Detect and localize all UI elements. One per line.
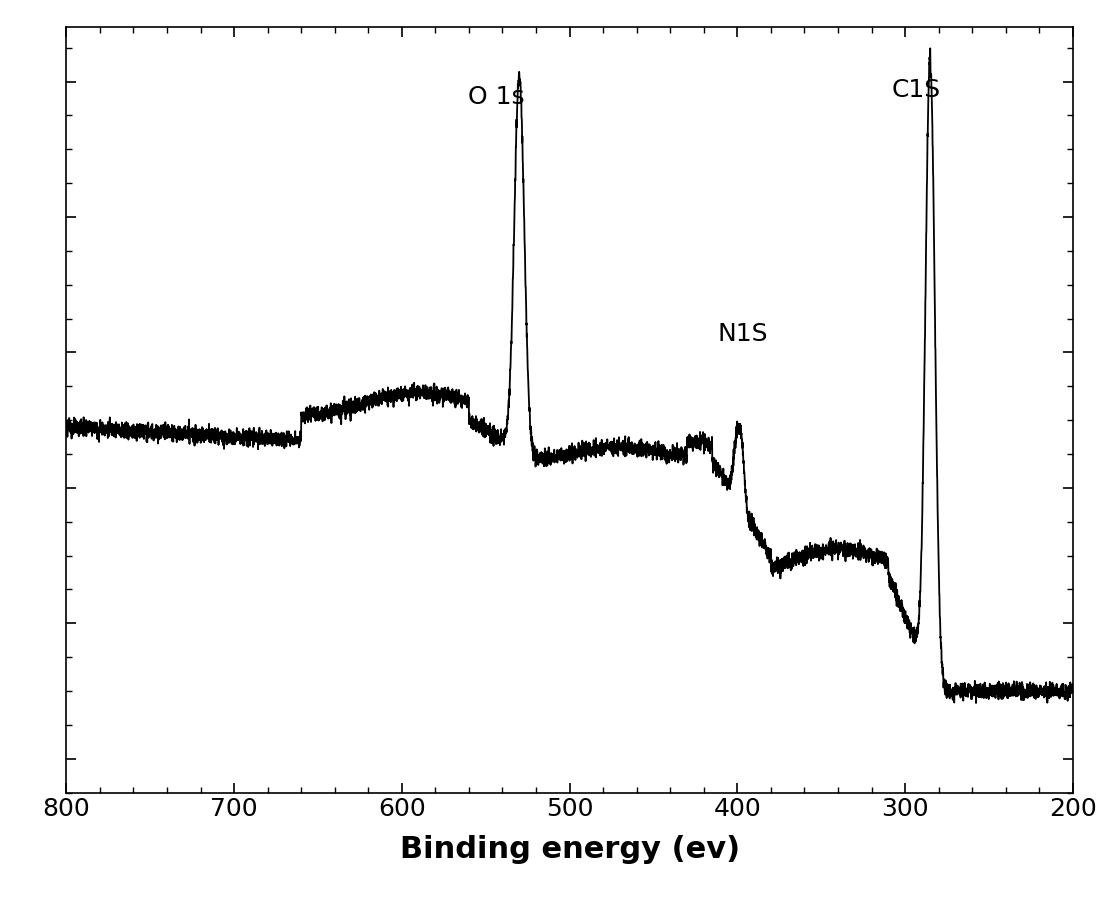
X-axis label: Binding energy (ev): Binding energy (ev) (399, 835, 740, 865)
Text: N1S: N1S (717, 322, 768, 345)
Text: O 1s: O 1s (468, 85, 524, 108)
Text: C1S: C1S (891, 77, 940, 102)
